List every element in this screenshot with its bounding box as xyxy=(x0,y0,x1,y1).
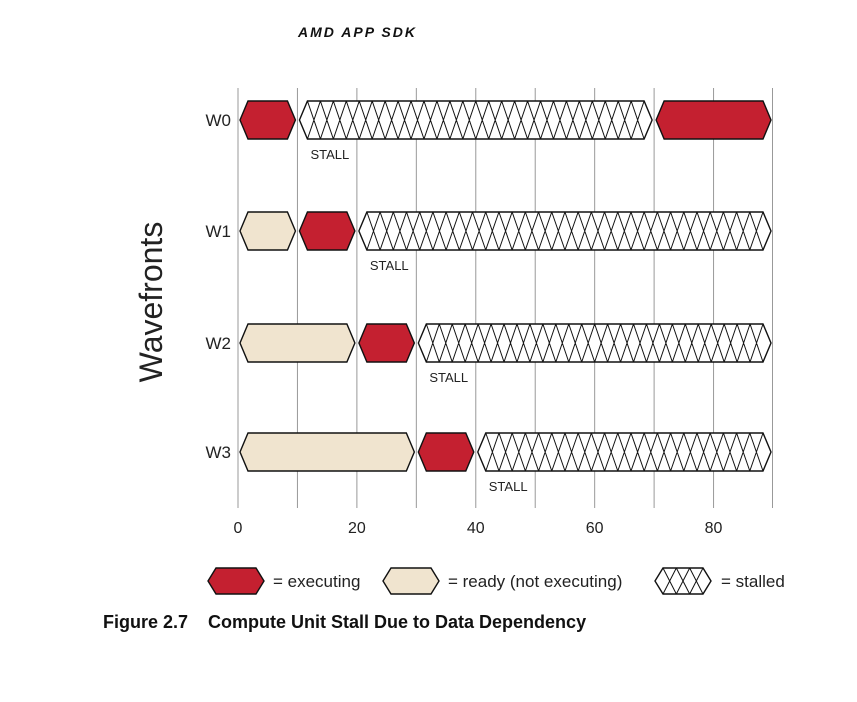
row-w2-executing-segment xyxy=(358,323,416,363)
stall-annotation: STALL xyxy=(429,370,468,385)
row-w2-stalled-segment xyxy=(417,323,772,363)
row-w0-executing-segment xyxy=(655,100,772,140)
row-w3-ready-segment xyxy=(239,432,416,472)
legend-label-executing: = executing xyxy=(273,572,360,591)
row-w1-stalled-segment xyxy=(358,211,772,251)
x-tick-label: 40 xyxy=(467,520,485,537)
legend-label-stalled: = stalled xyxy=(721,572,785,591)
y-axis-label: Wavefronts xyxy=(133,222,169,383)
row-w1-executing-segment xyxy=(298,211,356,251)
row-label-w0: W0 xyxy=(206,111,232,130)
figure-caption: Figure 2.7 Compute Unit Stall Due to Data… xyxy=(103,612,586,633)
row-w1-stall-hatch xyxy=(366,211,764,251)
x-tick-label: 20 xyxy=(348,520,366,537)
legend-label-ready: = ready (not executing) xyxy=(448,572,622,591)
legend-ready-segment xyxy=(382,567,440,595)
figure-number: Figure 2.7 xyxy=(103,612,189,632)
row-w0-stalled-segment xyxy=(298,100,653,140)
row-w0-executing-segment xyxy=(239,100,297,140)
legend-stall-hatch xyxy=(662,567,704,595)
x-tick-label: 60 xyxy=(586,520,604,537)
document-header: AMD APP SDK xyxy=(298,24,417,40)
row-w0-stall-hatch xyxy=(306,100,645,140)
row-w3-stall-hatch xyxy=(485,432,764,472)
x-tick-label: 80 xyxy=(705,520,723,537)
row-w2-stall-hatch xyxy=(425,323,764,363)
stall-annotation: STALL xyxy=(370,258,409,273)
legend-executing-segment xyxy=(207,567,265,595)
row-label-w1: W1 xyxy=(206,222,232,241)
row-w3-executing-segment xyxy=(417,432,475,472)
row-w2-ready-segment xyxy=(239,323,356,363)
figure-title: Compute Unit Stall Due to Data Dependenc… xyxy=(208,612,587,632)
row-w1-ready-segment xyxy=(239,211,297,251)
stall-annotation: STALL xyxy=(310,147,349,162)
x-tick-label: 0 xyxy=(234,520,243,537)
row-label-w2: W2 xyxy=(206,334,232,353)
stall-annotation: STALL xyxy=(489,479,528,494)
row-label-w3: W3 xyxy=(206,443,232,462)
